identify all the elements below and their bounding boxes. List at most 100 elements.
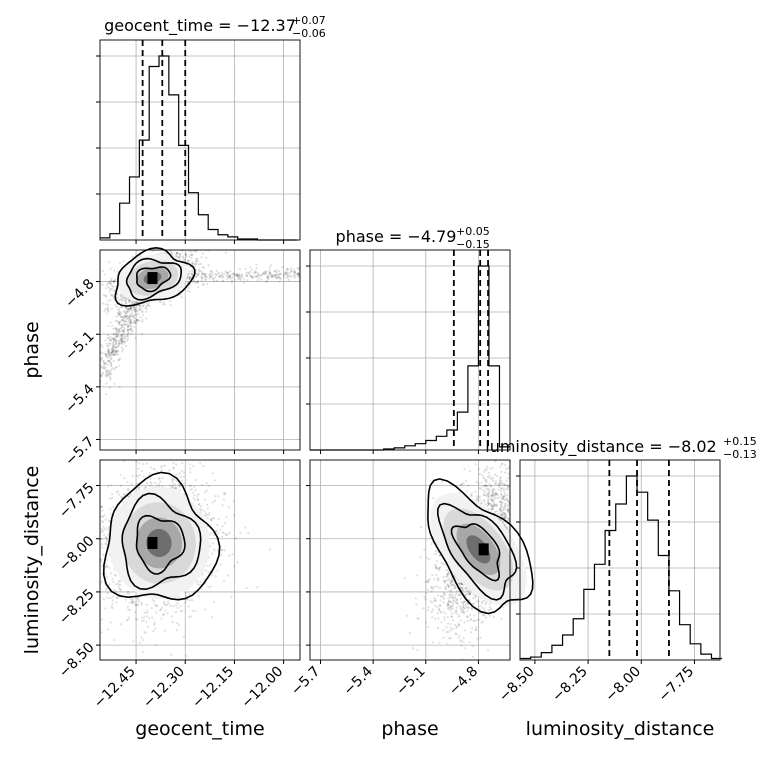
scatter-point (203, 514, 206, 518)
scatter-point (125, 310, 128, 313)
scatter-point (146, 304, 149, 307)
scatter-point (112, 288, 115, 291)
scatter-point (134, 603, 137, 606)
scatter-point (506, 485, 509, 488)
scatter-point (176, 251, 179, 254)
scatter-point (199, 269, 202, 273)
scatter-point (128, 592, 131, 595)
scatter-point (158, 300, 162, 303)
scatter-point (261, 272, 265, 275)
scatter-point (188, 616, 191, 619)
scatter-point (473, 614, 476, 617)
scatter-point (100, 357, 103, 360)
scatter-point (117, 342, 120, 345)
scatter-point (196, 281, 199, 284)
scatter-point (104, 352, 107, 355)
scatter-point (217, 517, 220, 521)
scatter-point (133, 307, 136, 310)
scatter-point (431, 641, 435, 644)
scatter-point (450, 588, 453, 591)
scatter-point (117, 314, 120, 317)
scatter-point (148, 304, 151, 308)
scatter-point (106, 350, 109, 353)
scatter-point (109, 361, 112, 365)
scatter-point (438, 554, 441, 557)
scatter-point (175, 473, 178, 476)
scatter-point (163, 602, 166, 605)
scatter-point (128, 315, 131, 319)
scatter-point (275, 271, 278, 274)
scatter-point (181, 609, 184, 613)
scatter-point (133, 317, 136, 320)
scatter-point (168, 469, 171, 472)
scatter-point (106, 360, 109, 363)
scatter-point (171, 477, 174, 480)
scatter-point (112, 353, 115, 356)
scatter-point (100, 343, 103, 347)
scatter-point (266, 275, 269, 278)
scatter-point (193, 280, 196, 283)
scatter-point (448, 594, 451, 597)
scatter-point (442, 596, 445, 599)
scatter-point (119, 314, 122, 317)
scatter-point (206, 564, 209, 567)
scatter-point (110, 357, 113, 360)
scatter-point (490, 607, 493, 611)
scatter-point (235, 273, 238, 276)
scatter-point (143, 630, 146, 634)
scatter-point (453, 611, 456, 614)
scatter-point (104, 303, 108, 306)
scatter-point (180, 475, 183, 478)
scatter-point (205, 275, 208, 279)
scatter-point (118, 321, 121, 324)
scatter-point (196, 281, 199, 284)
scatter-point (213, 499, 217, 502)
scatter-point (195, 250, 198, 253)
scatter-point (458, 614, 461, 617)
scatter-point (117, 353, 120, 356)
scatter-point (226, 273, 229, 276)
scatter-point (119, 312, 122, 315)
scatter-point (110, 368, 113, 371)
scatter-point (297, 271, 300, 275)
scatter-point (146, 302, 149, 305)
scatter-point (124, 300, 127, 303)
scatter-point (209, 545, 212, 548)
scatter-point (247, 532, 250, 535)
scatter-point (220, 535, 223, 538)
scatter-point (208, 273, 211, 276)
scatter-point (127, 317, 130, 320)
scatter-point (121, 315, 124, 319)
scatter-point (227, 276, 230, 279)
scatter-point (117, 312, 120, 316)
scatter-point (157, 485, 160, 488)
scatter-point (125, 314, 128, 317)
scatter-point (158, 477, 161, 480)
scatter-point (447, 603, 450, 606)
scatter-point (115, 315, 118, 318)
scatter-point (216, 272, 219, 275)
scatter-point (105, 576, 108, 579)
scatter-point (182, 482, 185, 485)
scatter-point (212, 534, 215, 537)
scatter-point (120, 323, 123, 326)
scatter-point (194, 263, 197, 266)
scatter-point (263, 271, 266, 274)
scatter-point (100, 365, 103, 368)
scatter-point (289, 275, 292, 278)
scatter-point (129, 319, 132, 322)
scatter-point (190, 269, 193, 272)
scatter-point (116, 349, 119, 353)
scatter-point (297, 274, 300, 277)
scatter-point (296, 266, 299, 270)
scatter-point (222, 531, 225, 534)
scatter-point (160, 608, 163, 611)
scatter-point (170, 250, 173, 253)
scatter-point (201, 272, 204, 275)
scatter-point (220, 549, 223, 552)
scatter-point (127, 495, 130, 498)
scatter-point (111, 492, 114, 495)
scatter-point (111, 577, 114, 580)
scatter-point (107, 359, 110, 362)
scatter-point (188, 593, 191, 596)
